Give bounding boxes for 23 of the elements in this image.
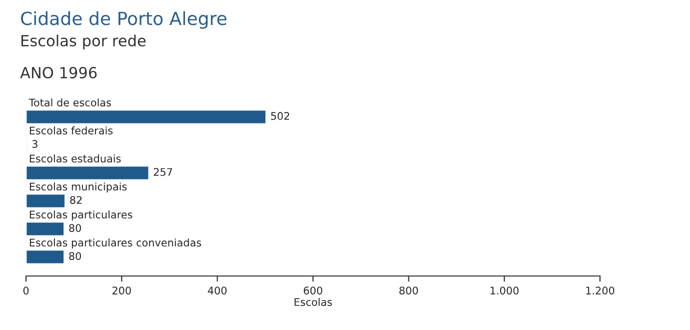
y-tick-label: Escolas estaduais: [30, 154, 121, 162]
y-tick-label: Escolas particulares: [30, 210, 132, 221]
x-tick-label: 200: [112, 286, 131, 294]
data-label: 80: [69, 252, 81, 260]
x-tick-label: 800: [399, 286, 418, 294]
y-tick-label: Total de escolas: [28, 98, 111, 106]
x-tick-label: 0: [23, 286, 29, 294]
chart-subtitle: Escolas por rede: [22, 34, 146, 50]
data-label: 80: [69, 224, 81, 232]
y-tick-label: Escolas particulares conveniadas: [30, 238, 202, 249]
x-tick-label: 1.000: [490, 286, 519, 294]
x-tick-label: 400: [208, 286, 227, 294]
text: ANO 1996: [20, 66, 97, 78]
x-axis-title: Escolas: [294, 298, 332, 306]
x-tick-label: 1.200: [586, 286, 614, 294]
data-label: 257: [154, 168, 172, 176]
y-tick-label: Escolas federais: [30, 126, 113, 134]
data-label: 3: [32, 140, 38, 148]
x-tick-label: 600: [304, 286, 322, 294]
chart-title: Cidade de Porto Alegre: [21, 11, 226, 29]
data-label: 82: [70, 196, 82, 204]
y-tick-label: Escolas municipais: [30, 182, 127, 193]
data-label: 502: [271, 112, 290, 120]
